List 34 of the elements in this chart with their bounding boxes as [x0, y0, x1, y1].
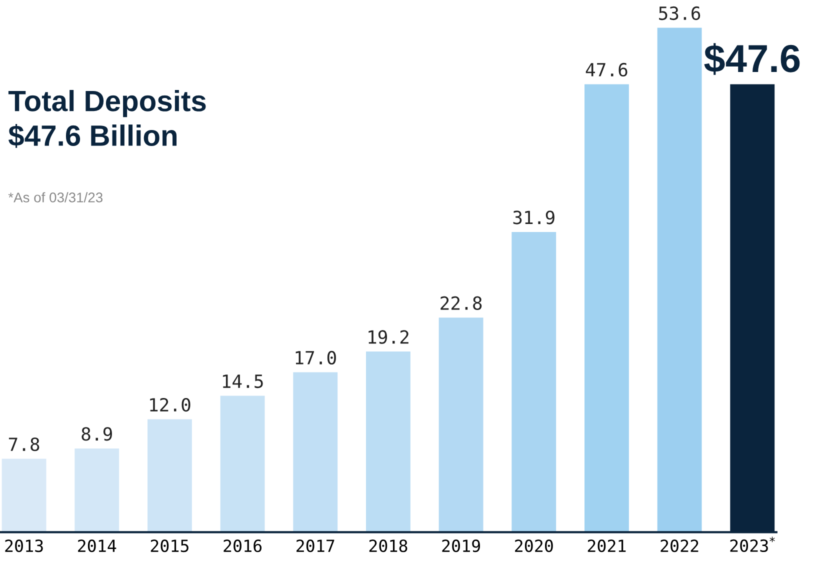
data-label: 12.0 [150, 398, 190, 412]
x-tick-label: 2013 [5, 540, 43, 552]
data-label: $47.6 [704, 43, 800, 75]
x-tick-label: 2014 [78, 540, 116, 552]
bar [220, 396, 265, 532]
bar [2, 458, 46, 532]
data-label: 47.6 [586, 62, 628, 77]
data-label: 8.9 [82, 427, 112, 441]
data-label: 31.9 [513, 210, 554, 224]
x-tick-label: 2021 [588, 540, 626, 552]
x-tick-label: 2023$^{*}$ [730, 536, 775, 552]
bar [147, 419, 192, 532]
data-label: 7.8 [8, 437, 40, 452]
x-tick-label: 2018 [369, 540, 408, 552]
x-tick-label: 2015 [150, 540, 188, 552]
data-label: 53.6 [659, 6, 700, 20]
data-label: 14.5 [222, 374, 263, 388]
bar [438, 318, 484, 532]
x-tick-label: 2017 [296, 540, 334, 552]
data-label: 17.0 [296, 350, 336, 365]
bar [293, 372, 338, 532]
bar [366, 352, 410, 532]
bar [512, 232, 556, 532]
data-label: 22.8 [440, 296, 482, 310]
x-tick-label: 2016 [224, 540, 262, 552]
bar [74, 448, 120, 532]
bar [657, 28, 702, 532]
x-tick-label: 2020 [515, 540, 553, 552]
text: *As of 03/31/23 [8, 192, 102, 202]
text: Total Deposits $47.6 Billion [8, 90, 206, 148]
bar [584, 84, 629, 532]
x-tick-label: 2019 [442, 540, 480, 552]
data-label: 19.2 [368, 330, 408, 344]
x-tick-label: 2022 [660, 540, 698, 552]
